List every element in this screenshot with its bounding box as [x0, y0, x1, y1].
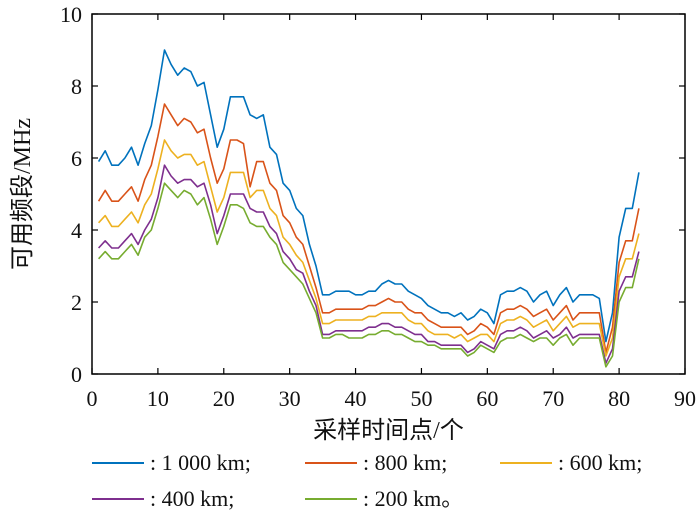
legend-label-3: : 600 km;: [558, 450, 642, 475]
plot-series-group: [97, 49, 640, 368]
x-tick-label: 20: [213, 386, 235, 411]
legend-label-2: : 800 km;: [363, 450, 447, 475]
x-tick-label: 10: [147, 386, 169, 411]
y-tick-label: 6: [71, 146, 82, 171]
x-axis-title: 采样时间点/个: [313, 417, 464, 444]
x-tick-label: 40: [345, 386, 367, 411]
y-tick-label: 8: [71, 74, 82, 99]
y-tick-label: 10: [60, 2, 82, 27]
legend-label-1: : 1 000 km;: [150, 450, 251, 475]
x-tick-label: 0: [87, 386, 98, 411]
series-line-3: [98, 139, 640, 357]
x-tick-label: 80: [608, 386, 630, 411]
x-tick-label: 50: [410, 386, 432, 411]
y-axis-title: 可用频段/MHz: [9, 118, 36, 270]
y-tick-label: 4: [71, 218, 82, 243]
y-tick-label: 2: [71, 290, 82, 315]
y-axis: 0 2 4 6 8 10: [60, 2, 685, 387]
plot-frame: [91, 13, 686, 375]
series-line-1: [97, 49, 640, 343]
legend-label-4: : 400 km;: [150, 486, 234, 511]
legend-label-5: : 200 km。: [363, 486, 463, 511]
x-tick-label: 60: [476, 386, 498, 411]
legend: : 1 000 km; : 800 km; : 600 km; : 400 km; : …: [92, 450, 642, 511]
series-line-5: [98, 182, 640, 368]
series-line-4: [98, 164, 640, 365]
y-tick-label: 0: [71, 362, 82, 387]
x-tick-label: 30: [279, 386, 301, 411]
x-tick-label: 70: [542, 386, 564, 411]
x-axis: 0 10 20 30 40 50 60 70 80 90: [87, 14, 696, 411]
x-tick-label: 90: [674, 386, 696, 411]
series-line-2: [97, 103, 640, 354]
